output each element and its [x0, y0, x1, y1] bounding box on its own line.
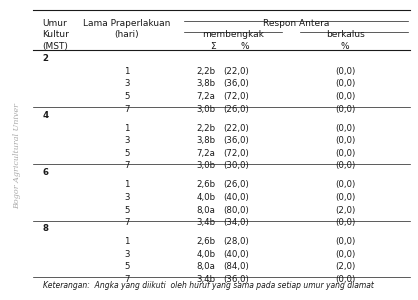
- Text: (80,0): (80,0): [223, 206, 249, 214]
- Text: Bogor Agricultural Univer: Bogor Agricultural Univer: [13, 103, 21, 209]
- Text: (0,0): (0,0): [335, 237, 355, 246]
- Text: Σ: Σ: [210, 41, 215, 50]
- Text: Lama Praperlakuan: Lama Praperlakuan: [83, 19, 171, 28]
- Text: 8: 8: [43, 224, 48, 233]
- Text: 2,6b: 2,6b: [196, 180, 215, 189]
- Text: (0,0): (0,0): [335, 149, 355, 158]
- Text: Respon Antera: Respon Antera: [263, 19, 329, 28]
- Text: (0,0): (0,0): [335, 105, 355, 114]
- Text: 3,4b: 3,4b: [196, 218, 215, 227]
- Text: 1: 1: [124, 67, 130, 76]
- Text: 3: 3: [124, 136, 130, 145]
- Text: 2,6b: 2,6b: [196, 237, 215, 246]
- Text: 2: 2: [43, 54, 48, 63]
- Text: Kultur: Kultur: [43, 30, 69, 39]
- Text: 5: 5: [124, 206, 130, 214]
- Text: 3: 3: [124, 80, 130, 88]
- Text: 7,2a: 7,2a: [196, 92, 215, 101]
- Text: (40,0): (40,0): [223, 193, 249, 202]
- Text: 4,0b: 4,0b: [196, 193, 215, 202]
- Text: 1: 1: [124, 124, 130, 133]
- Text: (0,0): (0,0): [335, 67, 355, 76]
- Text: 7: 7: [124, 218, 130, 227]
- Text: 7: 7: [124, 161, 130, 170]
- Text: (36,0): (36,0): [223, 80, 249, 88]
- Text: membengkak: membengkak: [202, 30, 264, 39]
- Text: (36,0): (36,0): [223, 275, 249, 284]
- Text: 1: 1: [124, 237, 130, 246]
- Text: (0,0): (0,0): [335, 180, 355, 189]
- Text: 5: 5: [124, 92, 130, 101]
- Text: 1: 1: [124, 180, 130, 189]
- Text: Umur: Umur: [43, 19, 67, 28]
- Text: 8,0a: 8,0a: [196, 206, 215, 214]
- Text: %: %: [240, 41, 249, 50]
- Text: 5: 5: [124, 149, 130, 158]
- Text: (0,0): (0,0): [335, 92, 355, 101]
- Text: 3: 3: [124, 193, 130, 202]
- Text: 3,4b: 3,4b: [196, 275, 215, 284]
- Text: (0,0): (0,0): [335, 80, 355, 88]
- Text: 8,0a: 8,0a: [196, 262, 215, 271]
- Text: (0,0): (0,0): [335, 136, 355, 145]
- Text: 6: 6: [43, 168, 48, 177]
- Text: (0,0): (0,0): [335, 124, 355, 133]
- Text: 2,2b: 2,2b: [196, 124, 215, 133]
- Text: 4: 4: [43, 111, 48, 120]
- Text: (22,0): (22,0): [223, 67, 249, 76]
- Text: (34,0): (34,0): [223, 218, 249, 227]
- Text: (84,0): (84,0): [223, 262, 249, 271]
- Text: Keterangan:  Angka yang diikuti  oleh huruf yang sama pada setiap umur yang diam: Keterangan: Angka yang diikuti oleh huru…: [43, 281, 373, 290]
- Text: 3,0b: 3,0b: [196, 105, 215, 114]
- Text: 3: 3: [124, 250, 130, 259]
- Text: 2,2b: 2,2b: [196, 67, 215, 76]
- Text: 4,0b: 4,0b: [196, 250, 215, 259]
- Text: 3,8b: 3,8b: [196, 136, 215, 145]
- Text: (2,0): (2,0): [335, 262, 355, 271]
- Text: 7,2a: 7,2a: [196, 149, 215, 158]
- Text: (72,0): (72,0): [223, 149, 249, 158]
- Text: 5: 5: [124, 262, 130, 271]
- Text: (28,0): (28,0): [223, 237, 249, 246]
- Text: 7: 7: [124, 275, 130, 284]
- Text: 7: 7: [124, 105, 130, 114]
- Text: (72,0): (72,0): [223, 92, 249, 101]
- Text: 3,8b: 3,8b: [196, 80, 215, 88]
- Text: (hari): (hari): [115, 30, 139, 39]
- Text: (26,0): (26,0): [223, 105, 249, 114]
- Text: (2,0): (2,0): [335, 206, 355, 214]
- Text: (0,0): (0,0): [335, 161, 355, 170]
- Text: %: %: [341, 41, 349, 50]
- Text: berkalus: berkalus: [326, 30, 364, 39]
- Text: (36,0): (36,0): [223, 136, 249, 145]
- Text: (26,0): (26,0): [223, 180, 249, 189]
- Text: (30,0): (30,0): [223, 161, 249, 170]
- Text: (22,0): (22,0): [223, 124, 249, 133]
- Text: (40,0): (40,0): [223, 250, 249, 259]
- Text: (0,0): (0,0): [335, 218, 355, 227]
- Text: (0,0): (0,0): [335, 250, 355, 259]
- Text: (0,0): (0,0): [335, 193, 355, 202]
- Text: 3,0b: 3,0b: [196, 161, 215, 170]
- Text: (MST): (MST): [43, 41, 69, 50]
- Text: (0,0): (0,0): [335, 275, 355, 284]
